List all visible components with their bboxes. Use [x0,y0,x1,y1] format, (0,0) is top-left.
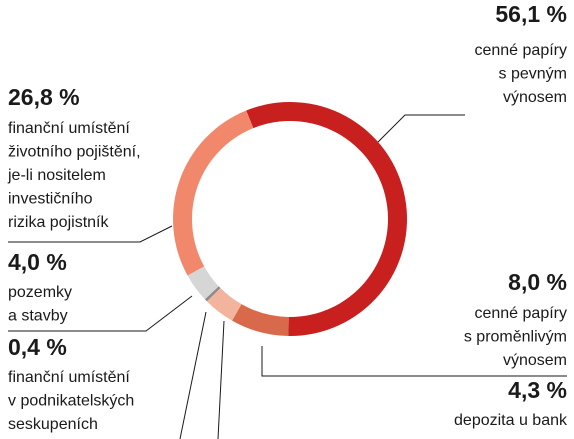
category-label: cenné papíry [474,305,567,322]
donut-segment [204,286,221,302]
donut-segment [172,110,254,276]
category-label: cenné papíry [474,42,567,59]
leader-line [8,225,173,243]
category-label: a stavby [8,308,68,325]
value-label: 4,0 % [8,249,67,275]
leader-line [377,114,465,143]
category-label: životního pojištění, [8,144,141,161]
donut-segment [187,266,219,300]
category-label: s pevným [499,66,567,83]
category-label: finanční umístění [8,120,130,137]
leader-line [8,295,193,332]
category-label: finanční umístění [8,369,130,386]
leader-line [261,346,567,377]
leader-lines [8,114,567,439]
category-label: rizika pojistník [8,214,109,231]
leader-line [217,320,225,439]
value-label: 26,8 % [8,84,80,110]
value-label: 56,1 % [495,1,567,27]
donut-segment [232,304,289,336]
category-label: seskupeních [8,416,98,433]
category-label: pozemky [8,284,72,301]
category-label: výnosem [503,352,567,369]
category-label: s proměnlivým [464,329,567,346]
category-label: investičního [8,191,93,208]
leader-line [179,311,207,439]
category-label: depozita u bank [454,412,568,429]
value-label: 0,4 % [8,334,67,360]
donut-segment [206,288,242,321]
category-label: v podnikatelských [8,393,134,410]
value-label: 8,0 % [508,269,567,295]
category-label: je-li nositelem [7,167,106,184]
category-label: výnosem [503,89,567,106]
value-label: 4,3 % [508,377,567,403]
